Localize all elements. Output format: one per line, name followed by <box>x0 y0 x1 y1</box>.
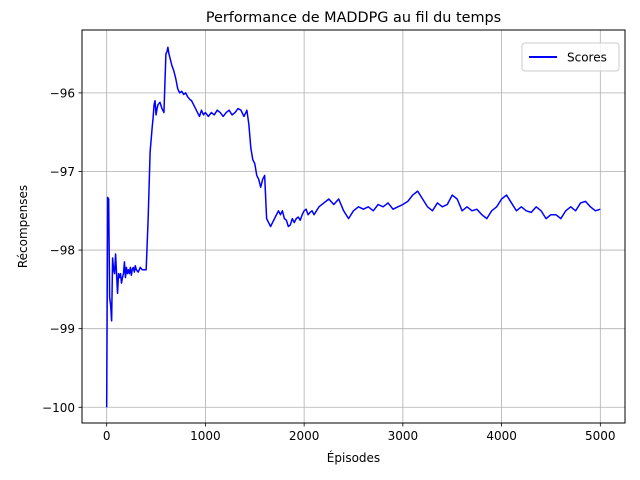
x-tick-label: 0 <box>103 429 111 443</box>
series-layer <box>105 46 601 408</box>
y-tick-label: −98 <box>50 244 75 258</box>
grid <box>82 30 625 423</box>
y-axis-label: Récompenses <box>16 185 30 268</box>
chart-title: Performance de MADDPG au fil du temps <box>206 10 501 26</box>
plot-frame <box>81 29 626 424</box>
y-axis: −100 −99 −98 −97 −96 <box>42 86 82 415</box>
x-tick-label: 1000 <box>190 429 221 443</box>
legend-label: Scores <box>567 51 607 65</box>
x-tick-label: 5000 <box>585 429 616 443</box>
legend-box <box>521 42 620 72</box>
y-tick-label: −99 <box>50 322 75 336</box>
x-tick-label: 3000 <box>388 429 419 443</box>
legend: Scores <box>521 42 620 72</box>
y-tick-label: −97 <box>50 165 75 179</box>
x-tick-label: 2000 <box>289 429 320 443</box>
y-tick-label: −100 <box>42 401 75 415</box>
y-tick-label: −96 <box>50 86 75 100</box>
x-axis-label: Épisodes <box>327 450 380 465</box>
x-axis: 0 1000 2000 3000 4000 5000 <box>103 423 616 443</box>
series-line-scores <box>105 46 601 408</box>
x-tick-label: 4000 <box>486 429 517 443</box>
